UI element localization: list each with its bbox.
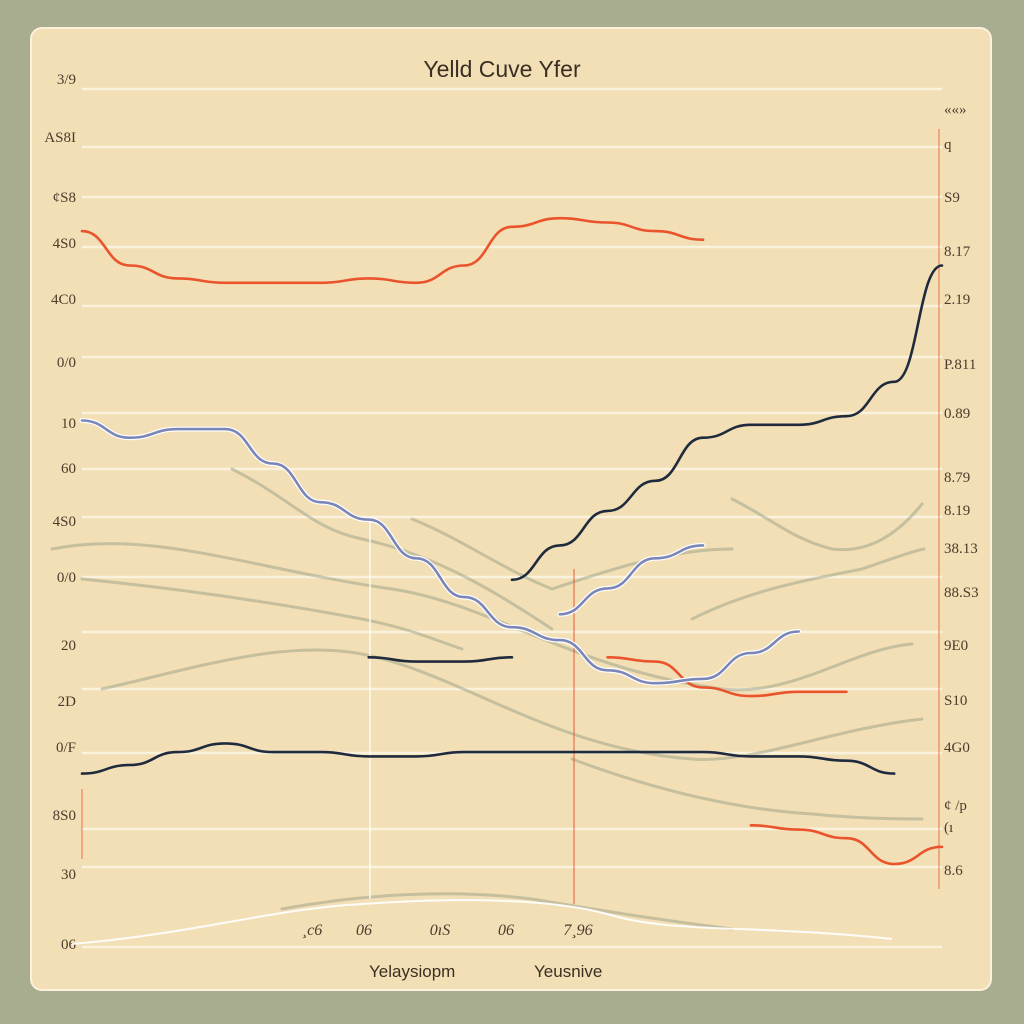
y-tick-label: 30 [61,867,76,883]
chart-svg: 3/9 AS8I ¢S8 4S0 4C0 0/0 10 60 4S0 0/0 20 2D 0/F 8S0 3… [44,56,979,981]
series-line [367,656,514,663]
y-tick-label-right: 9E0 [944,638,968,654]
ghost-curve [410,517,734,591]
series-7 [557,542,706,617]
legend-entry: Yeusnive [534,962,602,981]
y-tick-label: 20 [61,638,76,654]
y-tick-label: ¢S8 [53,190,76,206]
y-tick-label-right: 8.79 [944,470,970,486]
ghost-curve [100,648,924,761]
y-tick-label-right: 4G0 [944,740,970,756]
y-tick-label-right: 8.19 [944,503,970,519]
chart-card: 3/9 AS8I ¢S8 4S0 4C0 0/0 10 60 4S0 0/0 20 2D 0/F 8S0 3… [30,27,992,991]
ghost-curve [230,467,554,631]
y-tick-label-right: 2.19 [944,292,970,308]
series-0 [80,216,705,285]
series-line [558,544,705,616]
series-line [80,742,896,775]
series-4 [367,656,514,663]
ghost-curve [690,547,926,621]
y-tick-label-right: ¢ /p [944,798,967,814]
y-tick-label-right: 8.6 [944,863,963,879]
ghost-curve [80,577,464,651]
y-tick-label-right: P.811 [944,357,976,373]
ghost-curve [730,497,924,552]
y-tick-label-right: 88.S3 [944,585,979,601]
y-tick-label: 8S0 [53,808,76,824]
y-tick-label: 0/0 [57,355,76,371]
y-tick-label-right: 0.89 [944,406,970,422]
series-line [80,216,705,285]
y-tick-label: 10 [61,416,76,432]
y-tick-label: 4S0 [53,236,76,252]
x-tick-label: 06 [356,922,372,939]
series-2 [749,824,944,866]
legend-entry: Yelaysiopm [369,962,455,981]
y-tick-label: 4C0 [51,292,76,308]
series-line [510,264,944,582]
y-tick-label-right: S9 [944,190,960,206]
ghost-curve [280,892,734,931]
ghost-curve [570,757,924,821]
y-tick-label: 2D [58,694,77,710]
y-tick-label-right: S10 [944,693,967,709]
series-5 [80,742,896,775]
series-1 [606,656,848,698]
ghost-curve [50,542,914,692]
y-tick-label: 60 [61,461,76,477]
y-tick-label: AS8I [44,130,76,146]
y-tick-label-right: (ı [944,820,953,836]
series-3 [510,264,944,582]
series-line [606,656,848,698]
y-tick-label-right: 8.17 [944,244,971,260]
y-tick-label-right: q [944,137,952,153]
y-tick-label: 4S0 [53,514,76,530]
x-tick-label: 7¸96 [563,922,592,939]
y-tick-label-right: ««» [944,102,967,118]
chart-title: Yelld Cuve Yfer [423,56,581,82]
x-tick-label: 0ıS [430,922,450,939]
y-tick-label: 0/0 [57,570,76,586]
y-tick-label: 0/F [56,740,76,756]
series-6 [79,418,802,686]
x-tick-label: 06 [498,922,514,939]
x-axis-baseline [71,899,893,945]
x-tick-label: ¸c6 [302,922,322,939]
y-tick-label-right: 38.13 [944,541,978,557]
series-line [80,419,800,685]
series-line [749,824,944,866]
y-tick-label: 3/9 [57,72,76,88]
y-tick-label: 06 [61,937,77,953]
